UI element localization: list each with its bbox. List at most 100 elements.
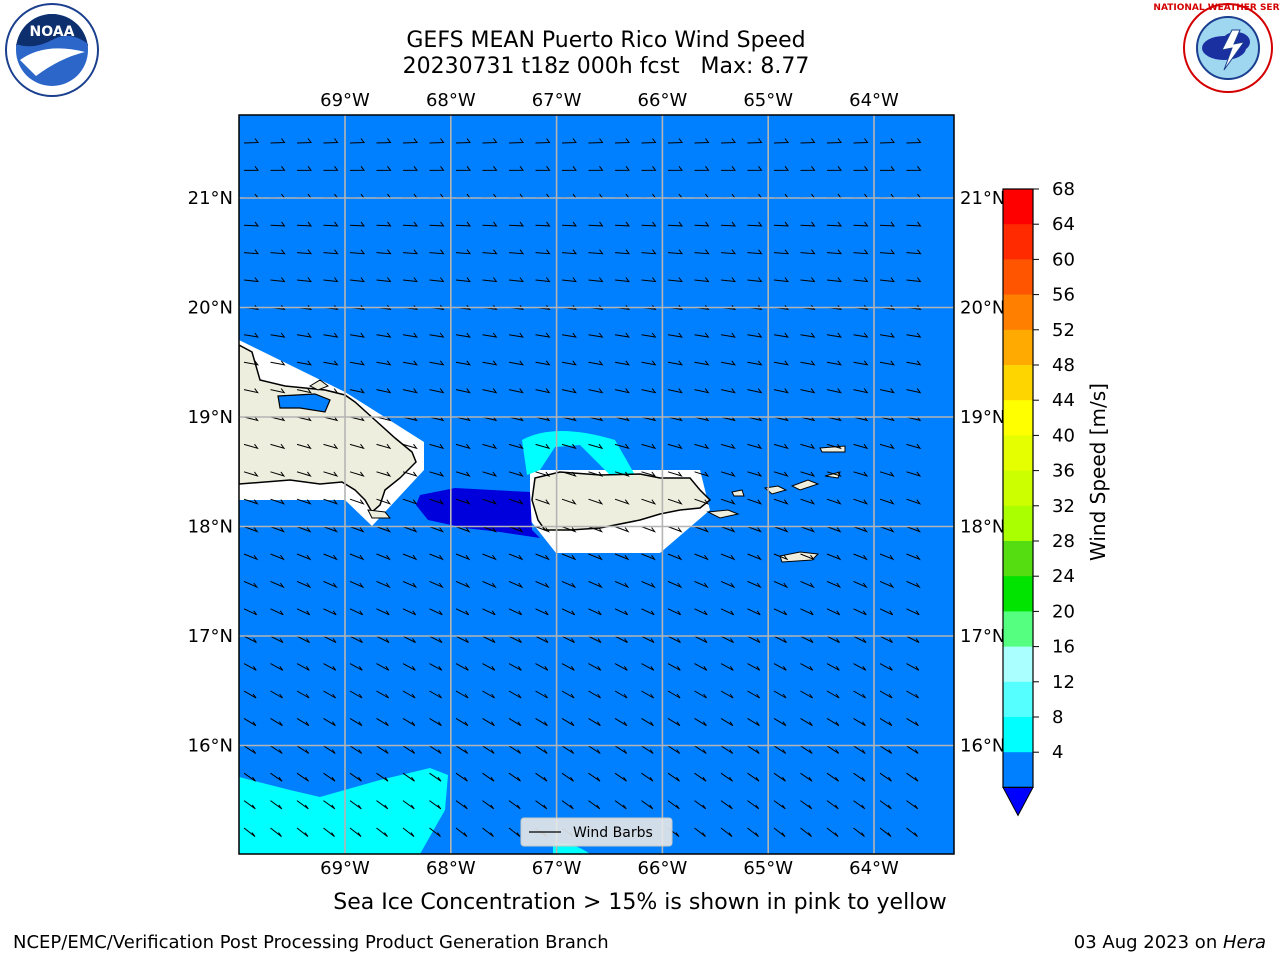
wind-barb xyxy=(376,360,392,366)
wind-barb xyxy=(455,138,471,144)
wind-barb xyxy=(270,471,286,477)
wind-barb xyxy=(455,526,471,533)
wind-barb xyxy=(641,138,657,144)
wind-barb xyxy=(720,332,736,338)
wind-barb xyxy=(429,498,445,505)
wind-barb xyxy=(694,498,710,505)
wind-barb xyxy=(800,635,814,643)
wind-patch-low-mona xyxy=(416,488,540,538)
vieques-island xyxy=(706,509,740,519)
wind-barb xyxy=(800,772,813,782)
wind-barb xyxy=(535,360,551,366)
chart-title: GEFS MEAN Puerto Rico Wind Speed xyxy=(406,28,806,53)
wind-barb xyxy=(323,138,339,144)
wind-barb xyxy=(614,443,630,450)
wind-barb xyxy=(641,221,657,227)
wind-barb xyxy=(641,443,657,450)
wind-barb xyxy=(720,166,736,171)
wind-barb xyxy=(508,827,521,837)
wind-barb xyxy=(879,332,895,338)
wind-barb xyxy=(402,277,418,283)
wind-barb xyxy=(535,553,550,561)
wind-barb xyxy=(270,277,286,283)
wind-barb xyxy=(641,608,655,616)
lat-label-left: 16°N xyxy=(188,736,233,757)
wind-barb xyxy=(243,827,256,837)
wind-barb xyxy=(402,138,418,144)
wind-barb xyxy=(561,800,574,810)
wind-barb xyxy=(641,332,657,338)
wind-barb xyxy=(455,580,471,589)
saona-island xyxy=(367,509,392,519)
wind-barb xyxy=(535,690,548,699)
wind-barb xyxy=(349,332,365,338)
wind-barb xyxy=(535,138,551,144)
wind-barb xyxy=(455,608,470,616)
wind-barb xyxy=(323,745,336,754)
wind-barb xyxy=(826,772,839,782)
wind-barb xyxy=(561,166,577,171)
wind-barb xyxy=(694,635,708,643)
wind-barb xyxy=(243,471,259,477)
wind-barb xyxy=(455,663,469,671)
wind-barb xyxy=(296,580,312,589)
wind-barb xyxy=(879,553,895,561)
wind-barb xyxy=(429,277,445,283)
wind-barb xyxy=(614,663,628,671)
wind-barb xyxy=(694,249,710,255)
wind-barb xyxy=(535,663,549,671)
wind-barb xyxy=(402,580,418,589)
wind-barb xyxy=(482,745,495,754)
wind-barb xyxy=(641,249,657,255)
wind-barb xyxy=(455,249,472,255)
wind-barb xyxy=(720,553,736,561)
colorbar: 68 64 60 56 52 48 44 40 36 32 28 24 20 16 12 8 4 xyxy=(1002,179,1075,817)
lat-label-right: 19°N xyxy=(960,407,1005,428)
wind-barb xyxy=(270,332,286,338)
colorbar-under-arrow xyxy=(1002,786,1034,817)
colorbar-segment xyxy=(1003,224,1033,260)
wind-barb xyxy=(270,690,283,699)
wind-barb xyxy=(773,249,790,255)
wind-barb xyxy=(508,800,521,810)
wind-barb xyxy=(482,690,495,699)
wind-barb xyxy=(323,772,336,782)
lat-label-right: 18°N xyxy=(960,517,1005,538)
lon-labels-top: 69°W 68°W 67°W 66°W 65°W 64°W xyxy=(320,90,899,111)
wind-barb xyxy=(641,526,657,533)
wind-barb xyxy=(773,526,789,533)
wind-barb xyxy=(323,471,339,477)
wind-barb xyxy=(826,166,842,171)
wind-barb xyxy=(561,360,577,366)
wind-barb xyxy=(243,277,259,283)
colorbar-tick-label: 64 xyxy=(1052,214,1075,235)
caption: Sea Ice Concentration > 15% is shown in … xyxy=(333,890,947,915)
wind-barb xyxy=(243,221,260,227)
wind-barb xyxy=(853,553,868,561)
wind-barb xyxy=(588,690,601,699)
wind-barb xyxy=(800,138,816,144)
wind-barb xyxy=(323,526,339,533)
wind-barb xyxy=(614,800,627,810)
wind-barb xyxy=(614,166,630,171)
colorbar-label: Wind Speed [m/s] xyxy=(1086,383,1110,561)
wind-barb xyxy=(402,745,416,754)
wind-barb xyxy=(296,166,312,171)
wind-barb xyxy=(296,745,310,754)
footer-date: 03 Aug 2023 on Hera xyxy=(1074,932,1266,953)
wind-barb xyxy=(349,221,366,227)
wind-barb xyxy=(588,717,601,727)
wind-barb xyxy=(826,138,842,144)
wind-barb xyxy=(720,249,737,255)
wind-barb xyxy=(349,608,364,616)
wind-barb xyxy=(349,138,365,144)
wind-barb xyxy=(773,277,789,283)
wind-barb xyxy=(429,827,441,837)
wind-barb xyxy=(747,745,760,754)
colorbar-segment xyxy=(1003,717,1033,753)
wind-barb xyxy=(270,553,285,561)
wind-barb xyxy=(482,388,498,394)
wind-barb xyxy=(667,717,681,727)
wind-barb xyxy=(508,580,524,589)
wind-barb xyxy=(482,608,496,616)
